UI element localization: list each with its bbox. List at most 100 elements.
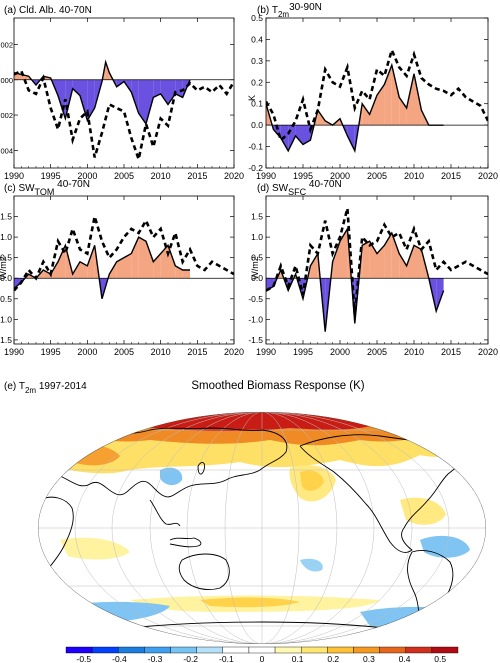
area-segment [406, 245, 414, 279]
y-tick-label: 0.3 [251, 56, 263, 66]
colorbar-swatch [91, 646, 119, 654]
area-segment [391, 65, 400, 126]
y-tick-label: -0.004 [0, 146, 13, 155]
x-tick-label: 2000 [330, 347, 350, 357]
area-segment [399, 253, 407, 279]
colorbar-swatch [170, 646, 197, 654]
colorbar-swatch [327, 646, 354, 654]
area-segment [168, 245, 176, 279]
y-tick-label: 0.5 [251, 13, 263, 23]
colorbar-swatch [144, 646, 171, 654]
panel-c-ylabel: W/m2 [0, 256, 8, 280]
anomaly-west-pacific-cool [160, 467, 183, 486]
x-tick-label: 1990 [256, 171, 276, 181]
area-segment [146, 241, 154, 279]
coast-australia [178, 553, 230, 591]
coast-eurasia [39, 427, 288, 498]
area-segment [160, 79, 168, 105]
panel-a-plot: 1990 1995 2000 2005 2010 2015 2020 0.002 0.000 -0… [0, 18, 244, 181]
x-tick-label: 1990 [4, 347, 24, 357]
x-tick-label: 2000 [77, 347, 97, 357]
anomaly-southern-ocean-core [200, 597, 300, 608]
x-tick-label: 2020 [478, 347, 498, 357]
colorbar-tick-label: 0.1 [292, 654, 304, 663]
y-tick-label: -0.002 [0, 111, 13, 120]
area-segment [377, 245, 385, 279]
panel-d: (d) SWSFC 40-70N W/m2 1990 1995 2000 2005 20… [248, 179, 498, 357]
area-segment [160, 245, 168, 279]
y-tick-label: 0.5 [251, 253, 263, 263]
panel-d-plot: 1990 1995 2000 2005 2010 2015 2020 1.5 1.0 0.5 0.0… [248, 196, 498, 357]
y-tick-label: 1.0 [251, 232, 263, 242]
observations-line [266, 208, 488, 316]
x-tick-label: 2010 [404, 347, 424, 357]
panel-d-frame [265, 195, 489, 345]
y-tick-label: 0.0 [0, 273, 12, 283]
y-tick-label: -0.5 [0, 294, 12, 304]
x-tick-label: 2015 [187, 171, 207, 181]
area-segment [414, 245, 422, 279]
area-segment [414, 73, 422, 126]
panel-b: (b) T2m30-90N K 1990 1995 2000 2005 2010 2015… [247, 2, 498, 181]
panel-b-frame [265, 17, 489, 169]
area-segment [362, 103, 370, 126]
area-segment [116, 257, 124, 279]
colorbar-swatch [379, 646, 406, 654]
y-tick-label: 0.0 [251, 120, 263, 130]
anomaly-siberia-max [110, 412, 380, 431]
area-segment [369, 95, 377, 126]
y-tick-label: 0.2 [251, 77, 263, 87]
area-segment [310, 253, 318, 279]
ensemble-mean-line [14, 59, 191, 126]
coast-se-asia [149, 499, 181, 527]
area-segment [391, 233, 400, 279]
x-tick-label: 2005 [367, 347, 387, 357]
area-segment [303, 125, 311, 145]
area-segment [14, 278, 22, 289]
x-tick-label: 1990 [4, 171, 24, 181]
colorbar-tick-label: 0.5 [434, 654, 446, 663]
x-tick-label: 2005 [114, 171, 134, 181]
panel-c: (c) SWTOM 40-70N W/m2 1990 1995 2000 2005 20… [0, 179, 244, 357]
colorbar-tick-label: 0.4 [399, 654, 411, 663]
colorbar-tick-label: 0.3 [363, 654, 375, 663]
panel-d-ylabel: W/m2 [250, 256, 260, 280]
x-tick-label: 2015 [441, 347, 461, 357]
x-tick-label: 1995 [41, 347, 61, 357]
colorbar-swatch [118, 646, 145, 654]
panel-a-frame [13, 17, 235, 169]
area-segment [124, 253, 132, 279]
x-tick-label: 2020 [224, 347, 244, 357]
panel-c-plot: 1990 1995 2000 2005 2010 2015 2020 1.5 1.0 0.5 0.0… [0, 196, 244, 357]
x-tick-label: 2000 [77, 171, 97, 181]
panel-b-ylabel: K [247, 95, 257, 101]
colorbar-tick-label: -0.2 [183, 654, 198, 663]
y-tick-label: 0.1 [251, 99, 263, 109]
area-segment [131, 79, 139, 114]
colorbar-tick-label: -0.4 [112, 654, 127, 663]
x-tick-label: 2015 [187, 347, 207, 357]
anomaly-south-atlantic [60, 537, 130, 560]
x-tick-label: 2005 [367, 171, 387, 181]
x-tick-label: 1995 [293, 171, 313, 181]
area-segment [332, 241, 340, 279]
y-tick-label: 0.5 [0, 253, 12, 263]
area-segment [80, 261, 88, 279]
area-segment [406, 73, 414, 126]
area-segment [377, 84, 385, 126]
coast-greenland [438, 418, 471, 439]
panel-c-frame [13, 195, 235, 345]
panel-c-title: (c) SWTOM 40-70N [4, 179, 90, 197]
colorbar-swatch [222, 646, 250, 654]
colorbar-tick-label: 0 [260, 654, 265, 663]
coast-africa [39, 496, 74, 575]
y-tick-label: -0.5 [248, 294, 263, 304]
area-segment [182, 270, 190, 279]
colorbar-swatch [65, 646, 93, 654]
area-segment [72, 79, 80, 96]
coast-japan [197, 462, 205, 475]
colorbar-swatch [353, 646, 380, 654]
area-segment [295, 125, 303, 145]
y-tick-label: -1.5 [0, 335, 12, 345]
area-segment [146, 79, 154, 124]
